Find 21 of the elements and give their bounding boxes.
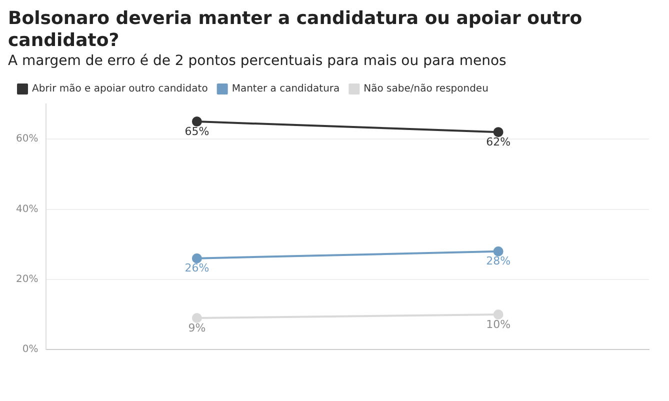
legend-label: Não sabe/não respondeu [364,84,488,95]
point [493,127,504,138]
legend-label: Abrir mão e apoiar outro candidato [32,84,208,95]
point [493,246,504,256]
data-label: 9% [188,321,206,334]
data-label: 65% [184,124,210,138]
chart-subtitle: A margem de erro é de 2 pontos percentuais para mais ou para menos [8,52,508,70]
point [192,313,202,324]
y-tick-label: 20% [16,274,38,286]
y-tick-label: 0% [22,344,38,356]
point [493,310,504,320]
y-tick-label: 40% [16,204,38,215]
data-label: 28% [486,254,511,268]
data-label: 26% [184,262,210,275]
data-label: 10% [486,318,511,331]
point [192,253,202,264]
point [192,116,202,127]
chart-title: Bolsonaro deveria manter a candidatura ou apoiar outro candidato? [8,8,584,52]
data-label: 62% [486,135,511,148]
legend-label: Manter a candidatura [232,84,340,95]
y-tick-label: 60% [16,134,38,145]
